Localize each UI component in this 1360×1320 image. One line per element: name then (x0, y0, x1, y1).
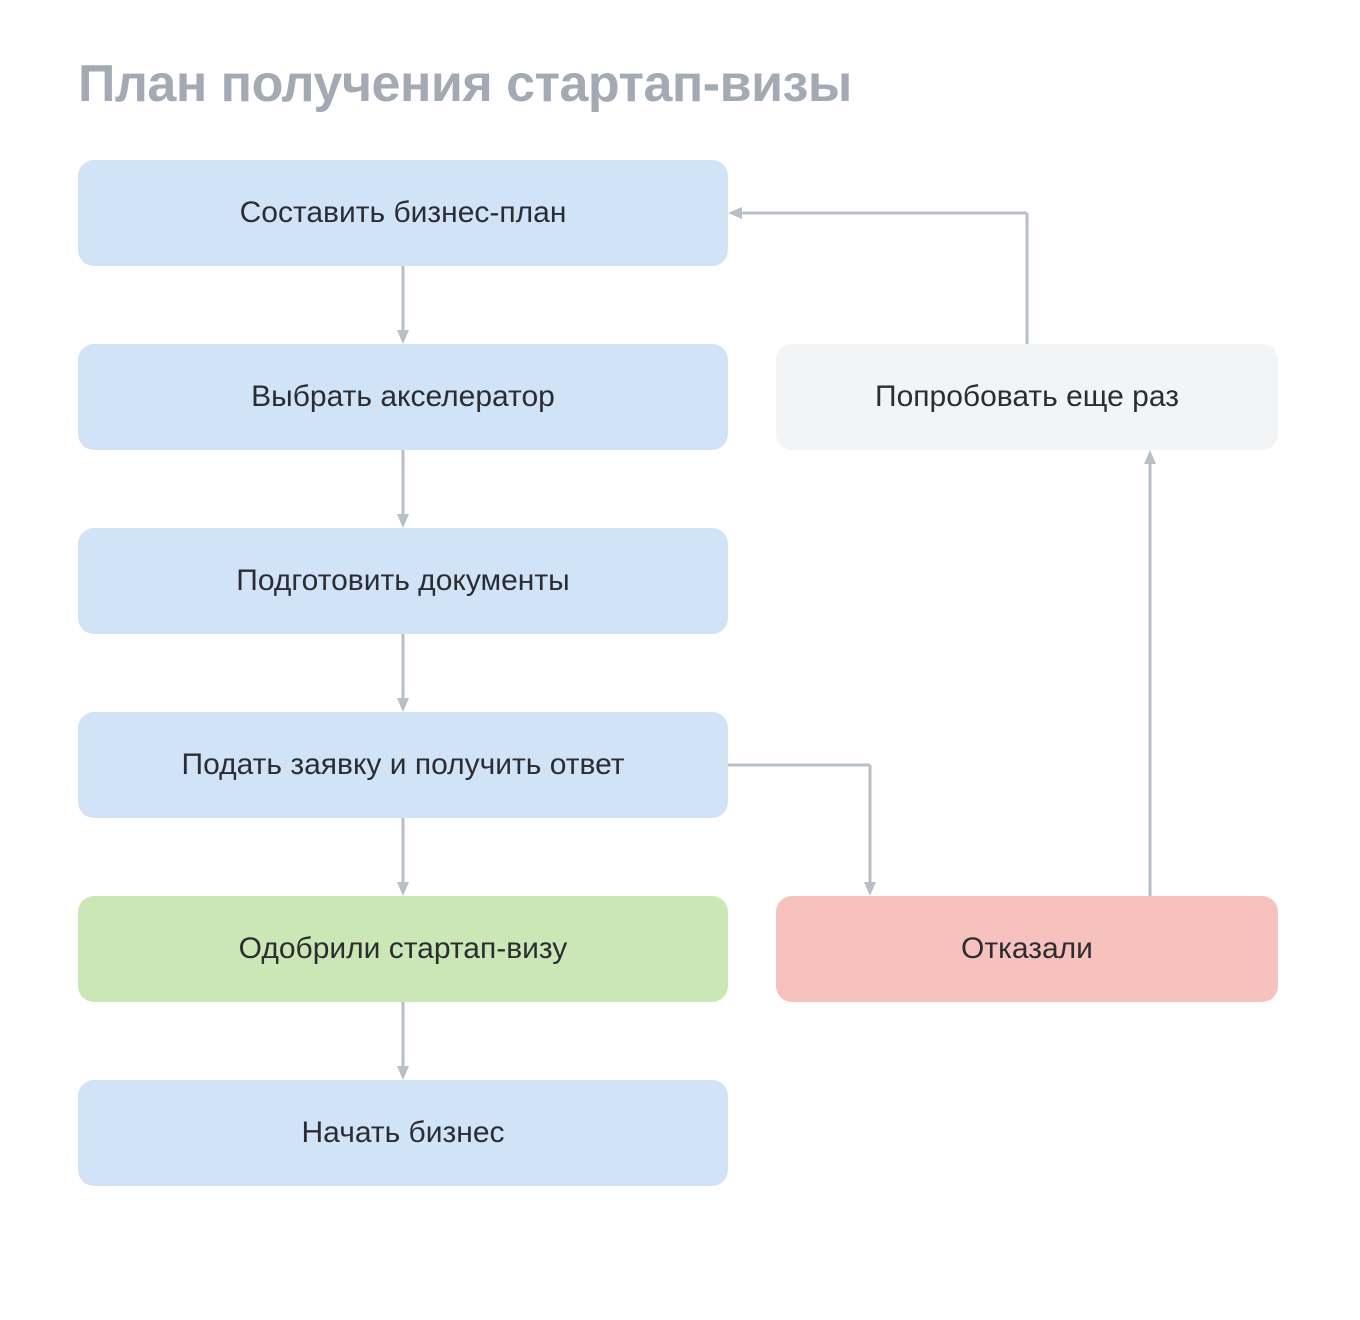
diagram-title: План получения стартап-визы (78, 54, 852, 114)
flow-node-n7: Попробовать еще раз (776, 344, 1278, 450)
flow-node-n6: Начать бизнес (78, 1080, 728, 1186)
flow-node-n3: Подготовить документы (78, 528, 728, 634)
flowchart-canvas: План получения стартап-визы Составить би… (0, 0, 1360, 1320)
flow-node-n2: Выбрать акселератор (78, 344, 728, 450)
flow-node-n5: Одобрили стартап-визу (78, 896, 728, 1002)
flow-node-n4: Подать заявку и получить ответ (78, 712, 728, 818)
flow-node-n8: Отказали (776, 896, 1278, 1002)
flow-node-n1: Составить бизнес-план (78, 160, 728, 266)
